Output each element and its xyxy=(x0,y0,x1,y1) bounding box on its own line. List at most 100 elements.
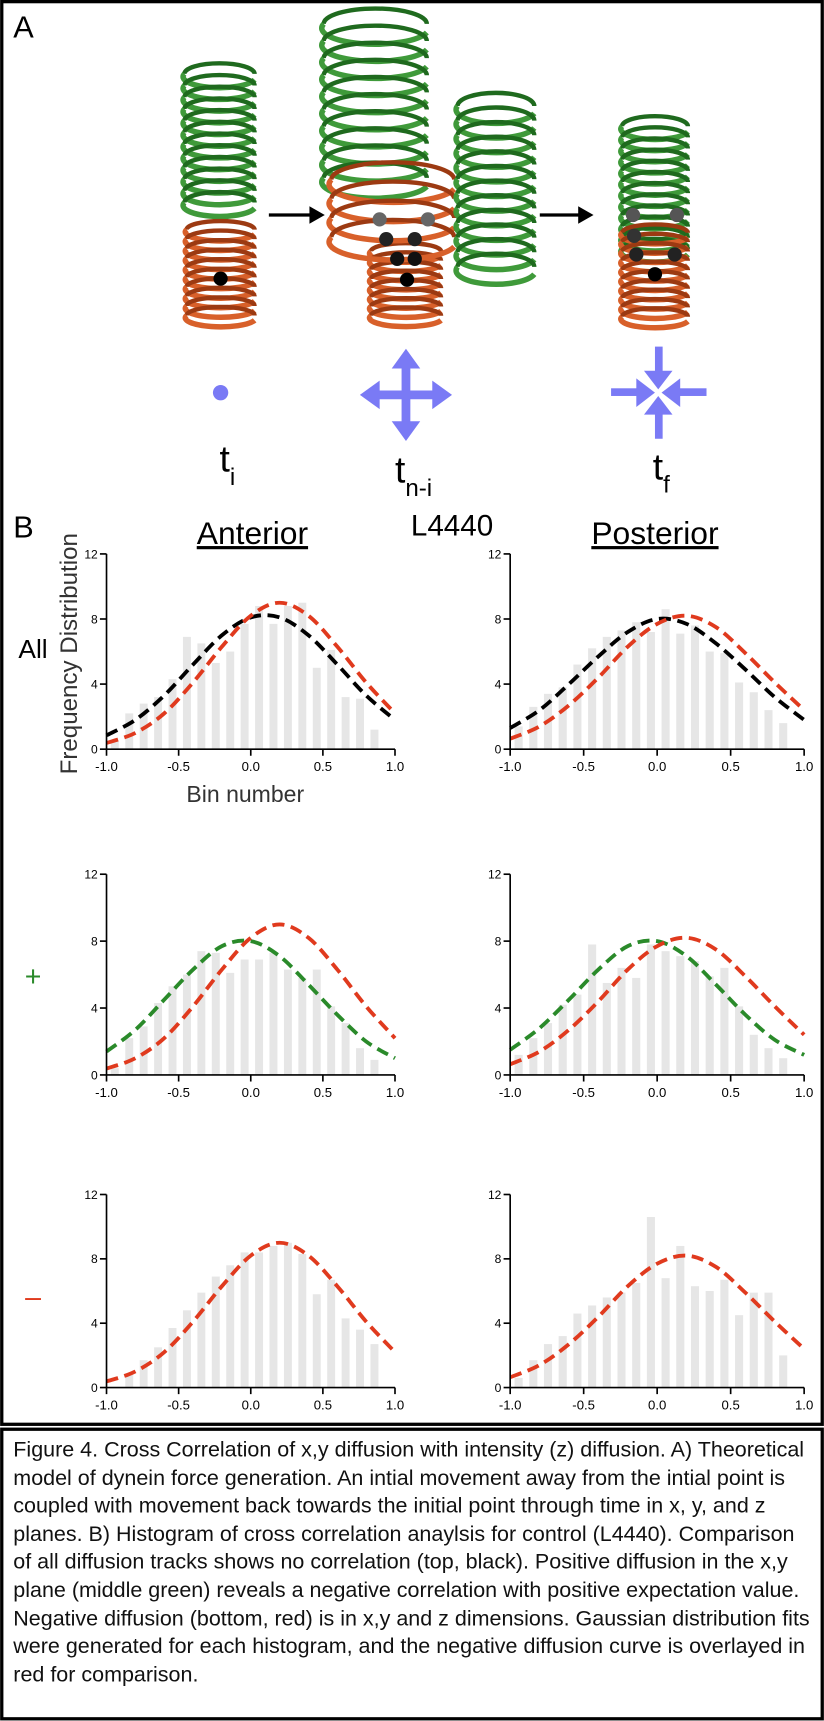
histogram-bar xyxy=(764,1048,773,1075)
coil-front xyxy=(319,158,429,184)
coil-back xyxy=(184,257,257,269)
histogram-bar xyxy=(110,741,119,750)
coil-back xyxy=(182,84,257,98)
x-tick-label: -1.0 xyxy=(95,1085,118,1100)
y-tick-label: 12 xyxy=(488,1188,502,1202)
histogram-bar xyxy=(211,662,220,750)
coil xyxy=(453,90,537,287)
x-tick-label: 0.5 xyxy=(314,1085,332,1100)
coil-back xyxy=(619,147,691,161)
y-axis-label: Frequency Distribution xyxy=(56,533,83,774)
anchor-point xyxy=(372,212,387,227)
coil-back xyxy=(455,119,537,136)
histogram-bar xyxy=(211,952,220,1075)
histogram-bar xyxy=(705,1291,714,1388)
histogram-bar xyxy=(632,622,641,750)
histogram-bar xyxy=(573,664,582,750)
histogram-bar xyxy=(283,1242,292,1388)
histogram-bar xyxy=(529,1360,538,1388)
coil-back xyxy=(184,228,257,240)
fit-curve xyxy=(509,613,806,741)
histogram-bar xyxy=(720,967,729,1075)
coil-back xyxy=(329,217,457,238)
coil-back xyxy=(619,214,691,228)
histogram-bar xyxy=(226,651,235,750)
x-tick-label: 1.0 xyxy=(386,1085,404,1100)
coil-back xyxy=(321,23,430,42)
histogram-bar xyxy=(661,951,670,1075)
histogram-bar xyxy=(720,653,729,750)
histogram-bar xyxy=(543,1344,553,1388)
histogram-bar xyxy=(269,623,278,750)
x-tick-label: 0.5 xyxy=(721,1085,739,1100)
arrow-head xyxy=(391,421,421,441)
histogram-bar xyxy=(646,944,655,1075)
histogram-bar xyxy=(110,1068,119,1075)
histogram-bar xyxy=(226,1265,235,1388)
x-tick-label: 0.5 xyxy=(314,759,332,774)
coil-back xyxy=(619,192,691,205)
coil-back xyxy=(455,149,537,165)
histogram-bar xyxy=(255,1252,264,1388)
histogram-bar xyxy=(514,726,523,750)
histogram-bar xyxy=(197,951,206,1075)
coil-back xyxy=(455,251,537,268)
histogram-bar xyxy=(632,977,641,1075)
anchor-point xyxy=(420,212,436,227)
coil-back xyxy=(182,189,257,204)
row-label: All xyxy=(18,634,47,664)
bar xyxy=(378,390,434,400)
arrow-head xyxy=(391,348,421,369)
coil-back xyxy=(455,134,537,151)
anchor-point xyxy=(407,251,422,266)
caption-border xyxy=(0,1427,824,1721)
arrow-head xyxy=(578,206,594,224)
arrow-head xyxy=(661,378,681,407)
x-tick-label: -0.5 xyxy=(167,759,190,774)
fit-curve xyxy=(105,938,396,1060)
coil-back xyxy=(619,180,691,194)
coil-back xyxy=(619,222,691,234)
coil-back xyxy=(455,105,537,122)
histogram-bar xyxy=(573,994,582,1075)
anchor-point xyxy=(669,207,685,223)
coil-back xyxy=(321,126,430,145)
coil-back xyxy=(184,295,257,307)
coil-back xyxy=(182,119,257,133)
coil-back xyxy=(455,222,537,239)
time-sub: i xyxy=(230,464,235,491)
histogram-bar xyxy=(676,633,685,750)
histogram-bar xyxy=(211,1276,220,1388)
coil-front xyxy=(326,216,457,244)
coil-back xyxy=(455,163,537,180)
histogram-bar xyxy=(182,1310,191,1388)
histogram-chart: 0 4 8 12 -1.0 -0.5 0.0 0.5 1.0 xyxy=(488,547,813,774)
x-tick-label: 1.0 xyxy=(795,759,813,774)
time-label: ti xyxy=(219,438,235,491)
histogram-bar xyxy=(341,1318,350,1388)
time-main: t xyxy=(653,445,664,487)
x-tick-label: 0.5 xyxy=(721,759,739,774)
histogram-bar xyxy=(690,1286,700,1388)
anchor-point xyxy=(647,267,663,282)
y-tick-label: 0 xyxy=(495,743,502,757)
x-tick-label: 0.5 xyxy=(721,1397,739,1412)
histogram-bar xyxy=(735,682,744,750)
coil-back xyxy=(619,114,691,127)
arrow-head xyxy=(643,370,673,390)
histogram-bar xyxy=(543,1023,553,1075)
histogram-bar xyxy=(341,1023,350,1075)
time-main: t xyxy=(395,449,406,491)
histogram-bar xyxy=(602,982,611,1075)
bar xyxy=(654,411,663,439)
histogram-bar xyxy=(168,679,177,750)
panel-label: A xyxy=(13,9,34,44)
y-tick-label: 12 xyxy=(488,547,502,561)
y-tick-label: 12 xyxy=(84,1188,98,1202)
fit-curve xyxy=(105,600,397,745)
x-tick-label: -0.5 xyxy=(572,1085,595,1100)
histogram-bar xyxy=(632,1282,641,1388)
coil-back xyxy=(321,6,430,25)
y-tick-label: 8 xyxy=(91,1252,98,1266)
